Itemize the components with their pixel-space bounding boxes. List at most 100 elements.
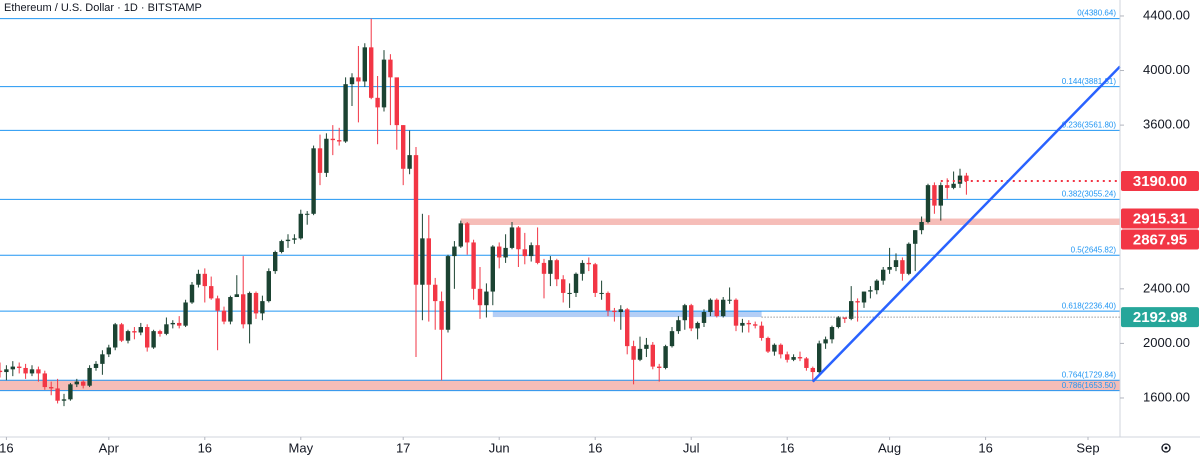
chart-title: Ethereum / U.S. Dollar · 1D · BITSTAMP [4, 2, 202, 14]
candle-body [74, 381, 79, 385]
candle-body [541, 262, 547, 274]
price-tag [1121, 208, 1199, 229]
candle-body [49, 387, 54, 389]
candle-body [849, 301, 854, 319]
candle-body [900, 260, 905, 274]
candle-body [260, 301, 265, 314]
candle-body [637, 348, 643, 360]
y-tick-label: 4000.00 [1143, 62, 1190, 77]
candle-body [465, 223, 470, 243]
candle-body [586, 262, 591, 265]
candle-body [23, 367, 28, 374]
candle-body [337, 140, 342, 142]
candle-body [669, 331, 675, 347]
candle-body [145, 327, 150, 348]
candle-body [311, 148, 316, 214]
candle-body [695, 322, 700, 329]
candle-body [42, 373, 47, 388]
x-tick-label: 16 [780, 440, 794, 455]
candle-body [945, 185, 950, 188]
x-tick-label: 16 [588, 440, 602, 455]
candle-body [855, 301, 860, 303]
candle-body [253, 292, 259, 314]
candle-body [177, 322, 182, 326]
candle-body [663, 346, 668, 368]
y-tick-label: 2400.00 [1143, 280, 1190, 295]
candle-body [676, 320, 681, 332]
x-tick-label: 17 [396, 440, 410, 455]
candle-body [151, 331, 156, 348]
candle-body [196, 273, 201, 285]
candle-body [413, 155, 419, 285]
gear-center[interactable] [1164, 446, 1168, 450]
candle-body [401, 125, 406, 169]
candle-body [55, 388, 60, 401]
candle-body [925, 185, 931, 222]
candle-body [369, 47, 374, 98]
candle-body [791, 357, 796, 360]
candle-body [599, 292, 604, 294]
candle-body [727, 299, 732, 301]
price-tag [1121, 171, 1199, 192]
candle-body [298, 213, 303, 239]
candle-body [836, 317, 841, 328]
candle-body [874, 280, 879, 291]
candle-body [893, 260, 899, 268]
candle-body [381, 59, 387, 108]
candle-body [881, 269, 886, 281]
candle-body [548, 260, 553, 274]
candle-body [689, 305, 694, 329]
candle-body [701, 312, 707, 323]
level-label: 0.764(1729.84) [1062, 370, 1117, 379]
candle-body [106, 347, 111, 355]
candle-body [497, 246, 502, 258]
candle-body [10, 366, 15, 370]
price-tag-label: 3190.00 [1133, 173, 1187, 190]
level-label: 0.144(3881.81) [1062, 77, 1117, 86]
candle-body [618, 309, 623, 313]
candle-body [932, 185, 937, 206]
candle-body [631, 346, 636, 360]
candle-body [273, 251, 278, 272]
candle-body [317, 148, 323, 173]
candle-body [324, 138, 329, 173]
candle-body [733, 299, 739, 326]
settings-icon[interactable] [1161, 443, 1171, 453]
y-tick-label: 2000.00 [1143, 335, 1190, 350]
candle-body [394, 77, 399, 126]
price-tag-label: 2867.95 [1133, 231, 1187, 248]
x-tick-label: Aug [878, 440, 901, 455]
x-tick-label: Jun [489, 440, 510, 455]
candle-body [522, 249, 527, 257]
candle-body [503, 247, 508, 258]
candle-body [183, 302, 188, 326]
candle-body [330, 138, 335, 141]
candle-body [279, 241, 284, 252]
candle-body [753, 324, 758, 326]
candle-body [125, 331, 131, 341]
candle-body [657, 366, 662, 368]
candle-body [919, 221, 924, 231]
candle-body [938, 185, 943, 206]
price-tag-label: 2192.98 [1133, 309, 1187, 326]
candle-body [164, 324, 169, 334]
candle-body [868, 290, 873, 292]
level-label: 0.618(2236.40) [1062, 301, 1117, 310]
candle-body [17, 366, 22, 368]
candle-body [221, 310, 227, 322]
gear[interactable] [1161, 443, 1171, 453]
candle-body [644, 344, 649, 349]
candle-body [573, 273, 579, 293]
level-label: 0.5(2645.82) [1071, 245, 1117, 254]
candle-body [426, 238, 431, 285]
candle-body [529, 245, 534, 257]
x-tick-label: 16 [198, 440, 212, 455]
candle-body [759, 325, 764, 338]
candle-body [420, 238, 425, 285]
candle-body [721, 299, 726, 317]
candle-body [580, 262, 585, 274]
x-tick-label: Sep [1076, 440, 1099, 455]
candle-body [650, 344, 655, 367]
candle-body [170, 322, 175, 325]
candle-body [605, 292, 611, 311]
